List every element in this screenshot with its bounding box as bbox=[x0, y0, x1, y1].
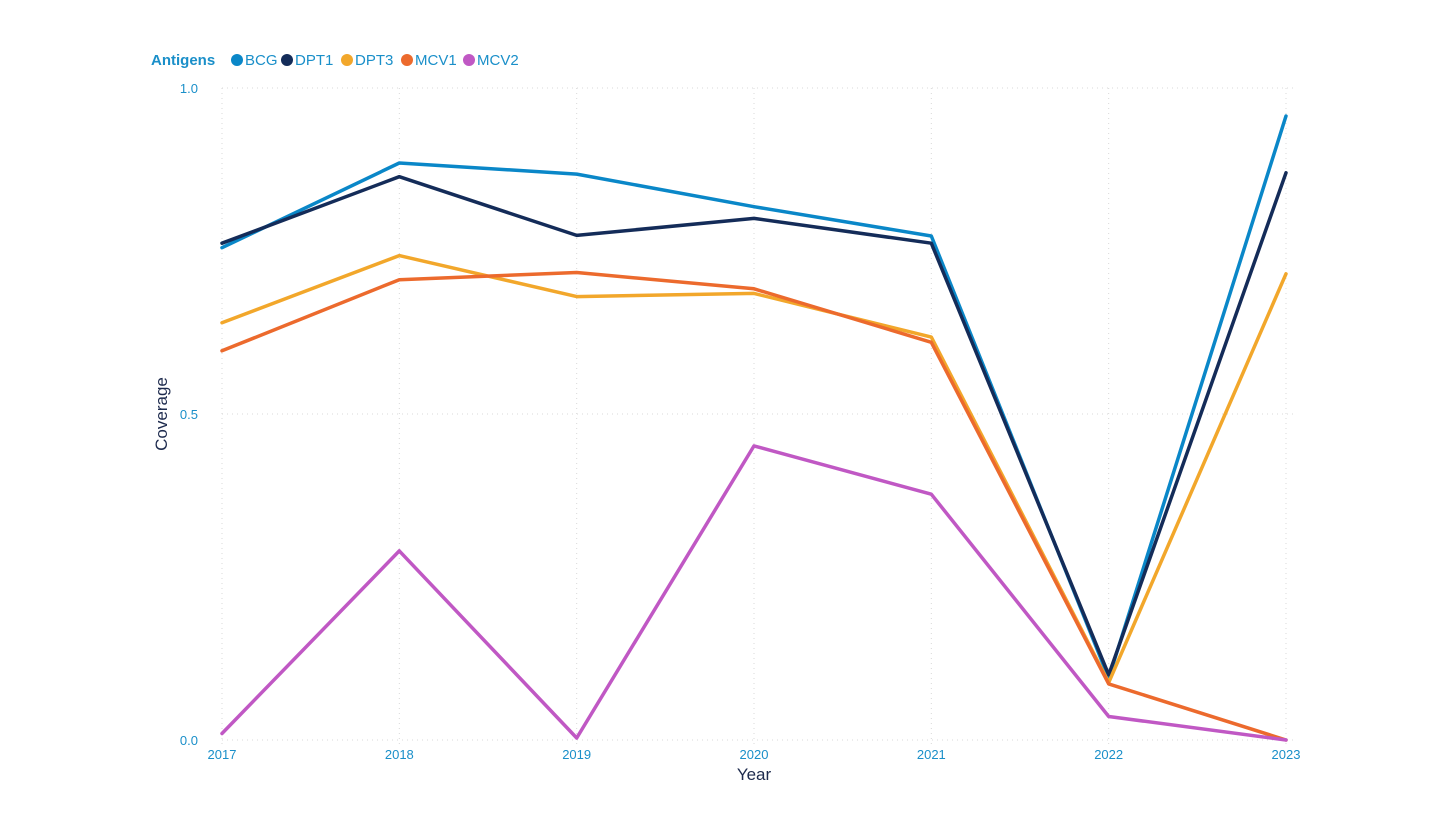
legend-item-mcv2[interactable]: MCV2 bbox=[463, 52, 519, 69]
legend-label: MCV1 bbox=[415, 52, 457, 69]
x-tick-label: 2022 bbox=[1094, 747, 1123, 762]
legend-marker bbox=[281, 54, 293, 66]
series-line-mcv2 bbox=[220, 444, 1288, 742]
legend: Antigens BCG DPT1 DPT3 MCV1 MCV2 bbox=[151, 52, 519, 69]
legend-label: DPT1 bbox=[295, 52, 333, 69]
x-tick-label: 2023 bbox=[1272, 747, 1301, 762]
series-line-bcg bbox=[220, 114, 1288, 680]
x-tick-label: 2017 bbox=[208, 747, 237, 762]
y-axis-ticks: 0.0 0.5 1.0 bbox=[180, 81, 198, 748]
legend-title: Antigens bbox=[151, 52, 215, 69]
legend-item-mcv1[interactable]: MCV1 bbox=[401, 52, 457, 69]
legend-items: BCG DPT1 DPT3 MCV1 MCV2 bbox=[231, 52, 519, 69]
y-tick-label: 1.0 bbox=[180, 81, 198, 96]
legend-label: MCV2 bbox=[477, 52, 519, 69]
y-axis-title: Coverage bbox=[152, 377, 171, 451]
legend-marker bbox=[463, 54, 475, 66]
y-tick-label: 0.5 bbox=[180, 407, 198, 422]
legend-label: BCG bbox=[245, 52, 278, 69]
legend-marker bbox=[401, 54, 413, 66]
y-tick-label: 0.0 bbox=[180, 733, 198, 748]
x-tick-label: 2021 bbox=[917, 747, 946, 762]
x-axis-title: Year bbox=[737, 765, 772, 784]
series-lines bbox=[220, 114, 1288, 742]
legend-marker bbox=[231, 54, 243, 66]
grid bbox=[221, 87, 1296, 744]
series-line-dpt1 bbox=[220, 171, 1288, 677]
x-tick-label: 2019 bbox=[562, 747, 591, 762]
legend-label: DPT3 bbox=[355, 52, 393, 69]
legend-marker bbox=[341, 54, 353, 66]
legend-item-bcg[interactable]: BCG bbox=[231, 52, 278, 69]
legend-item-dpt3[interactable]: DPT3 bbox=[341, 52, 393, 69]
x-tick-label: 2018 bbox=[385, 747, 414, 762]
x-tick-label: 2020 bbox=[740, 747, 769, 762]
series-line-mcv1 bbox=[220, 270, 1288, 742]
x-axis-ticks: 2017 2018 2019 2020 2021 2022 2023 bbox=[208, 747, 1301, 762]
legend-item-dpt1[interactable]: DPT1 bbox=[281, 52, 333, 69]
